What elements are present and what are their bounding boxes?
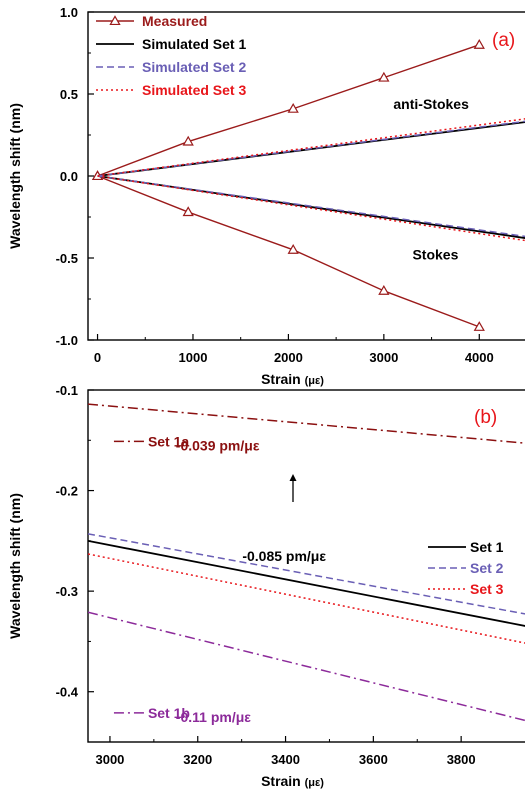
annotation: anti-Stokes <box>393 96 469 112</box>
x-tick-label: 4000 <box>465 350 494 365</box>
x-tick-label: 3200 <box>183 752 212 767</box>
x-axis-label-text: Strain <box>261 371 305 387</box>
rate-annotation: -0.039 pm/με <box>176 437 260 453</box>
x-tick-label: 1000 <box>179 350 208 365</box>
x-axis-label-text: Strain <box>261 773 305 789</box>
data-point <box>475 40 484 48</box>
y-tick-label: 0.0 <box>60 169 78 184</box>
y-axis-label: Wavelength shift (nm) <box>7 103 23 249</box>
y-tick-label: -0.1 <box>56 383 78 398</box>
annotation: Stokes <box>412 247 458 263</box>
y-tick-label: -0.3 <box>56 584 78 599</box>
legend-label: Simulated Set 1 <box>142 36 246 52</box>
x-axis-label: Strain (με) <box>261 371 324 387</box>
panel-label: (a) <box>492 30 515 51</box>
data-point <box>379 286 388 294</box>
legend-label: Set 1 <box>470 539 504 555</box>
panel-a: 0 1000 2000 3000 4000 1.0 0.5 0.0 -0.5 -1.0 Strain… <box>7 5 525 387</box>
x-axis-label-unit: (με) <box>305 777 325 789</box>
y-tick-label: -0.5 <box>56 251 78 266</box>
legend-label: Set 2 <box>470 560 504 576</box>
series-line <box>88 554 525 644</box>
y-tick-label: 1.0 <box>60 5 78 20</box>
legend-label: Set 3 <box>470 581 504 597</box>
x-tick-label: 3800 <box>447 752 476 767</box>
y-tick-label: 0.5 <box>60 87 78 102</box>
panel-b: 3000 3200 3400 3600 3800 -0.1 -0.2 -0.3 -0.4 Stra… <box>7 383 525 789</box>
x-axis-label: Strain (με) <box>261 773 324 789</box>
y-tick-label: -0.2 <box>56 484 78 499</box>
series-line <box>88 534 525 614</box>
x-tick-label: 3000 <box>369 350 398 365</box>
annotation-arrow-head <box>290 474 297 481</box>
legend-label: Measured <box>142 13 207 29</box>
x-tick-label: 3600 <box>359 752 388 767</box>
rate-annotation: -0.11 pm/με <box>176 709 251 725</box>
x-tick-label: 0 <box>94 350 101 365</box>
x-axis-label-unit: (με) <box>305 375 325 387</box>
x-tick-label: 3400 <box>271 752 300 767</box>
series-line <box>98 176 525 238</box>
legend: Set 1 Set 2 Set 3 <box>428 539 504 597</box>
rate-annotation: -0.085 pm/με <box>242 548 326 564</box>
y-tick-label: -0.4 <box>56 685 79 700</box>
legend-label: Simulated Set 2 <box>142 59 246 75</box>
x-tick-label: 3000 <box>95 752 124 767</box>
legend: Measured Simulated Set 1 Simulated Set 2 Si… <box>96 13 246 98</box>
y-axis-label: Wavelength shift (nm) <box>7 493 23 639</box>
y-tick-label: -1.0 <box>56 333 78 348</box>
panel-label: (b) <box>474 407 497 428</box>
legend-label: Simulated Set 3 <box>142 82 246 98</box>
x-tick-label: 2000 <box>274 350 303 365</box>
